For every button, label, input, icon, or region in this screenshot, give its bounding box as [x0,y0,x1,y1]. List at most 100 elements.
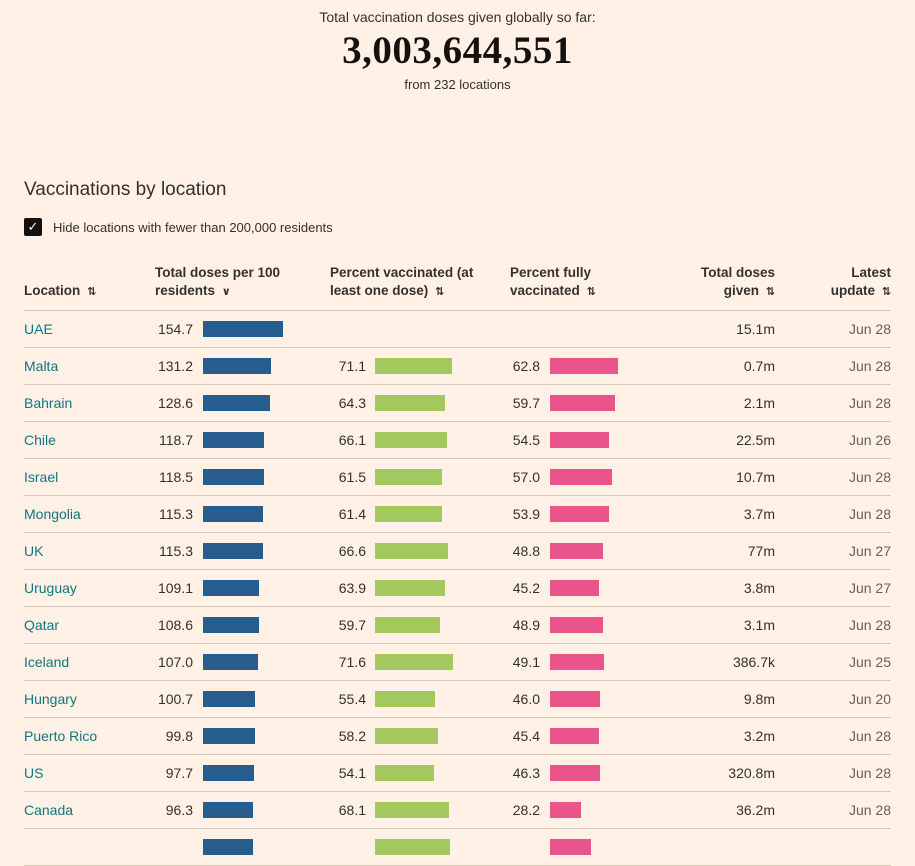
pct-vaccinated-value: 59.7 [338,617,366,634]
pct-vaccinated-bar [375,691,435,708]
location-cell: Hungary [24,691,155,707]
pct-fully-vaccinated-bar [550,432,609,449]
doses-per-100-bar [203,617,259,634]
pct-fully-vaccinated-cell: 48.8 [510,543,665,560]
location-cell: Puerto Rico [24,728,155,744]
doses-per-100-bar [203,580,259,597]
doses-per-100-bar [203,395,270,412]
location-link[interactable]: Bahrain [24,395,73,412]
table-body: UAE 154.7 15.1m Jun 28 Malta 131.2 71.1 62.8 0.7… [24,311,891,866]
pct-fully-vaccinated-bar [550,543,603,560]
doses-per-100-bar [203,432,264,449]
column-header-latest_update[interactable]: Latest update ⇅ [775,264,891,310]
location-link[interactable]: Qatar [24,617,60,634]
doses-per-100-bar [203,802,253,819]
location-link[interactable]: UAE [24,321,53,338]
pct-fully-vaccinated-bar [550,506,609,523]
location-cell: Chile [24,432,155,448]
doses-per-100-cell: 154.7 [155,321,330,338]
column-header-doses_per_100[interactable]: Total doses per 100 residents ∨ [155,264,330,310]
latest-update-cell: Jun 27 [848,543,891,560]
table-row: UAE 154.7 15.1m Jun 28 [24,311,891,349]
pct-vaccinated-cell: 63.9 [330,580,510,597]
location-cell: Bahrain [24,395,155,411]
total-doses-cell: 386.7k [732,654,775,671]
table-row: Hungary 100.7 55.4 46.0 9.8m Jun 20 [24,681,891,719]
doses-per-100-bar [203,543,263,560]
location-link[interactable]: Hungary [24,691,77,708]
total-doses-cell: 320.8m [728,765,775,782]
pct-fully-vaccinated-value: 53.9 [512,506,540,523]
filter-label: Hide locations with fewer than 200,000 r… [53,219,333,235]
column-header-pct_fully_vaccinated[interactable]: Percent fully vaccinated ⇅ [510,264,665,310]
pct-fully-vaccinated-cell: 45.2 [510,580,665,597]
pct-fully-vaccinated-value: 45.2 [512,580,540,597]
total-doses-cell: 3.7m [743,506,775,523]
latest-update-cell: Jun 28 [848,617,891,634]
latest-update-cell: Jun 26 [848,432,891,449]
location-link[interactable]: Mongolia [24,506,81,523]
doses-per-100-value: 118.7 [159,432,193,449]
doses-per-100-cell: 118.7 [155,432,330,449]
column-header-location[interactable]: Location ⇅ [24,264,155,310]
pct-vaccinated-value: 66.6 [338,543,366,560]
pct-fully-vaccinated-cell: 46.0 [510,691,665,708]
pct-fully-vaccinated-bar [550,691,600,708]
location-link[interactable]: Puerto Rico [24,728,98,745]
doses-per-100-value: 131.2 [157,358,193,375]
doses-per-100-value: 118.5 [159,469,193,486]
pct-fully-vaccinated-value: 48.9 [512,617,540,634]
pct-fully-vaccinated-bar [550,395,615,412]
pct-vaccinated-bar [375,543,448,560]
latest-update-cell: Jun 27 [848,580,891,597]
pct-vaccinated-cell: 61.4 [330,506,510,523]
pct-vaccinated-value: 71.1 [338,358,366,375]
doses-per-100-bar [203,321,283,338]
sort-descending-icon: ∨ [221,286,231,299]
pct-fully-vaccinated-bar [550,728,599,745]
location-link[interactable]: US [24,765,44,782]
pct-fully-vaccinated-cell: 46.3 [510,765,665,782]
location-link[interactable]: Canada [24,802,74,819]
pct-vaccinated-value: 54.1 [338,765,366,782]
location-link[interactable]: Malta [24,358,59,375]
pct-vaccinated-bar [375,580,445,597]
pct-fully-vaccinated-cell: 49.1 [510,654,665,671]
pct-fully-vaccinated-cell: 45.4 [510,728,665,745]
table-row: UK 115.3 66.6 48.8 77m Jun 27 [24,533,891,571]
table-row: Puerto Rico 99.8 58.2 45.4 3.2m Jun 28 [24,718,891,756]
latest-update-cell: Jun 25 [848,654,891,671]
column-header-pct_vaccinated[interactable]: Percent vaccinated (at least one dose) ⇅ [330,264,510,310]
sort-toggle-icon: ⇅ [881,286,891,299]
total-doses-cell: 3.8m [743,580,775,597]
sort-toggle-icon: ⇅ [87,286,97,299]
location-link[interactable]: Uruguay [24,580,77,597]
pct-fully-vaccinated-value: 59.7 [512,395,540,412]
filter-checkbox[interactable]: ✓ [24,218,42,236]
table-row: Chile 118.7 66.1 54.5 22.5m Jun 26 [24,422,891,460]
column-header-total_doses_given[interactable]: Total doses given ⇅ [665,264,775,310]
pct-vaccinated-bar [375,728,438,745]
pct-fully-vaccinated-cell: 48.9 [510,617,665,634]
pct-fully-vaccinated-value: 28.2 [512,802,540,819]
pct-vaccinated-cell: 69.0 [330,839,510,856]
global-total-header: Total vaccination doses given globally s… [0,0,915,92]
pct-vaccinated-value: 64.3 [338,395,366,412]
column-label: Latest update ⇅ [830,265,891,299]
pct-vaccinated-bar [375,469,442,486]
location-link[interactable]: Chile [24,432,56,449]
location-link[interactable]: UK [24,543,44,560]
doses-per-100-value: 107.0 [157,654,193,671]
doses-per-100-value: 100.7 [157,691,193,708]
doses-per-100-bar [203,728,255,745]
doses-per-100-bar [203,691,255,708]
locations-count-note: from 232 locations [404,77,511,92]
pct-vaccinated-value: 61.5 [338,469,366,486]
location-cell: Iceland [24,654,155,670]
pct-fully-vaccinated-cell: 59.7 [510,395,665,412]
location-link[interactable]: Iceland [24,654,70,671]
location-link[interactable]: Israel [24,469,59,486]
column-label: Total doses per 100 residents ∨ [155,265,281,299]
pct-fully-vaccinated-bar [550,802,581,819]
